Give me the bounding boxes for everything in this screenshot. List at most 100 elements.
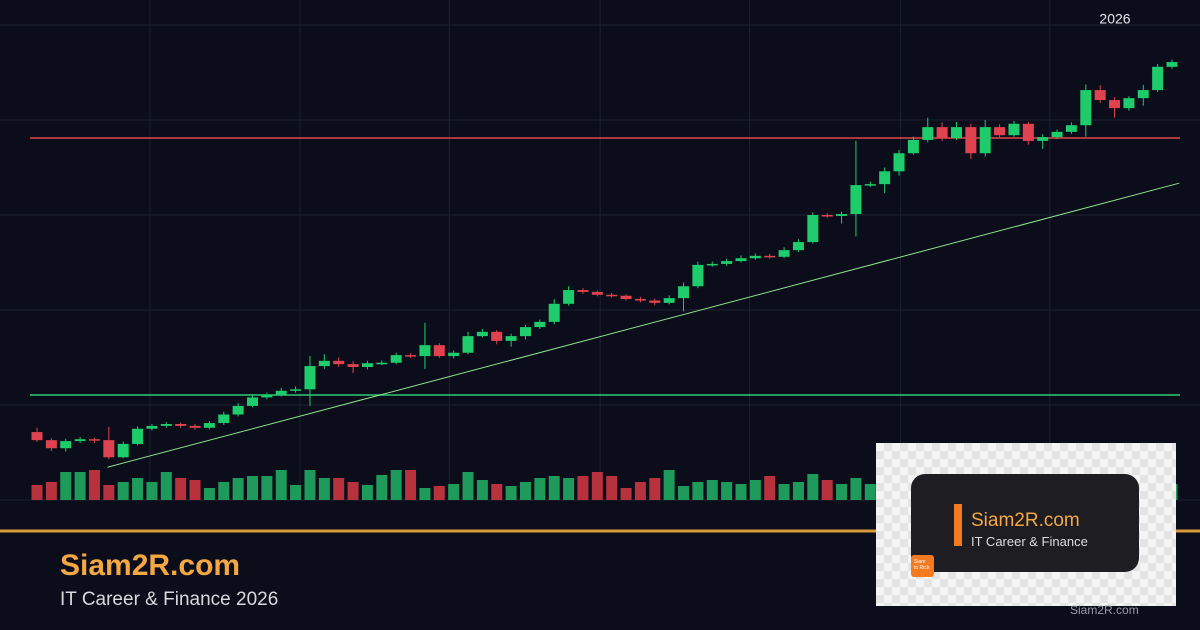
volume-bar xyxy=(706,480,718,500)
volume-bar xyxy=(390,470,402,500)
volume-bar xyxy=(534,478,546,500)
volume-bar xyxy=(218,482,230,500)
candle-body xyxy=(864,184,876,186)
badge-text: to Rich xyxy=(914,565,930,571)
trend-line xyxy=(107,182,1180,468)
candle-body xyxy=(706,263,718,266)
candle-body xyxy=(692,264,704,287)
volume-bar xyxy=(318,478,330,500)
volume-bar xyxy=(792,482,804,500)
badge-text: Siam xyxy=(914,559,926,565)
candle-body xyxy=(405,355,417,357)
volume-bar xyxy=(160,472,172,500)
candle-body xyxy=(132,428,144,444)
volume-bar xyxy=(117,482,129,500)
candle-body xyxy=(505,336,517,341)
candle-body xyxy=(1022,123,1034,141)
volume-bar xyxy=(735,484,747,500)
candle-body xyxy=(146,425,158,429)
volume-bar xyxy=(74,472,86,500)
volume-bar xyxy=(88,470,100,500)
candle-body xyxy=(620,295,632,300)
candle-body xyxy=(836,214,848,216)
candle-body xyxy=(347,364,359,367)
volume-bar xyxy=(405,470,417,500)
candle-body xyxy=(390,355,402,363)
volume-bar xyxy=(864,484,876,500)
candle-body xyxy=(361,363,373,367)
volume-bar xyxy=(491,484,503,500)
candle-body xyxy=(936,127,948,139)
candle-body xyxy=(333,360,345,365)
candle-body xyxy=(45,440,57,449)
volume-bar xyxy=(764,476,776,500)
volume-bar xyxy=(620,488,632,500)
volume-bar xyxy=(189,480,201,500)
volume-bar xyxy=(462,472,474,500)
logo-card: Siam2R.com IT Career & Finance Siam to Ri… xyxy=(876,443,1176,606)
volume-bar xyxy=(577,476,589,500)
volume-bar xyxy=(548,476,560,500)
candle-body xyxy=(606,294,618,297)
candle-body xyxy=(476,331,488,337)
candle-body xyxy=(433,345,445,357)
candle-body xyxy=(577,290,589,292)
volume-bar xyxy=(261,476,273,500)
volume-bar xyxy=(476,480,488,500)
candle-body xyxy=(591,291,603,295)
volume-bar xyxy=(807,474,819,500)
candle-body xyxy=(1051,131,1063,138)
volume-bar xyxy=(290,485,302,500)
candle-body xyxy=(922,127,934,140)
volume-bar xyxy=(304,470,316,500)
volume-bar xyxy=(347,482,359,500)
candle-body xyxy=(678,286,690,299)
logo-subtitle: IT Career & Finance xyxy=(971,534,1088,549)
candle-body xyxy=(893,153,905,172)
candle-body xyxy=(634,299,646,301)
footer-subtitle: IT Career & Finance 2026 xyxy=(60,589,279,610)
volume-bar xyxy=(778,484,790,500)
volume-bar xyxy=(419,488,431,500)
volume-bar xyxy=(232,478,244,500)
volume-bar xyxy=(649,478,661,500)
candle-body xyxy=(807,215,819,243)
candle-body xyxy=(117,443,129,458)
volume-bar xyxy=(519,482,531,500)
volume-bar xyxy=(45,482,57,500)
candle-body xyxy=(821,215,833,217)
candle-body xyxy=(1137,90,1149,99)
logo-badge: Siam to Rich xyxy=(911,555,934,577)
candle-body xyxy=(462,336,474,353)
candle-body xyxy=(1152,66,1164,91)
annotation: 2026 xyxy=(1099,11,1130,27)
candle-body xyxy=(160,424,172,426)
logo-bar xyxy=(954,504,962,546)
volume-bar xyxy=(203,488,215,500)
volume-bar xyxy=(433,486,445,500)
candle-body xyxy=(534,321,546,328)
candle-body xyxy=(304,366,316,390)
candle-body xyxy=(290,389,302,391)
logo-title: Siam2R.com xyxy=(971,510,1080,531)
candle-body xyxy=(519,327,531,337)
candle-body xyxy=(764,255,776,258)
volume-bar xyxy=(591,472,603,500)
candle-body xyxy=(965,127,977,154)
volume-bar xyxy=(247,476,259,500)
volume-bar xyxy=(175,478,187,500)
volume-bar xyxy=(678,486,690,500)
volume-bar xyxy=(692,482,704,500)
candle-body xyxy=(548,303,560,322)
candle-body xyxy=(88,439,100,441)
volume-bar xyxy=(721,482,733,500)
candle-body xyxy=(778,250,790,257)
candle-body xyxy=(792,242,804,251)
candle-body xyxy=(1008,123,1020,136)
volume-bar xyxy=(563,478,575,500)
volume-bar xyxy=(376,475,388,500)
candle-body xyxy=(247,397,259,406)
volume-bar xyxy=(146,482,158,500)
candle-body xyxy=(232,405,244,415)
candle-body xyxy=(1123,98,1135,109)
